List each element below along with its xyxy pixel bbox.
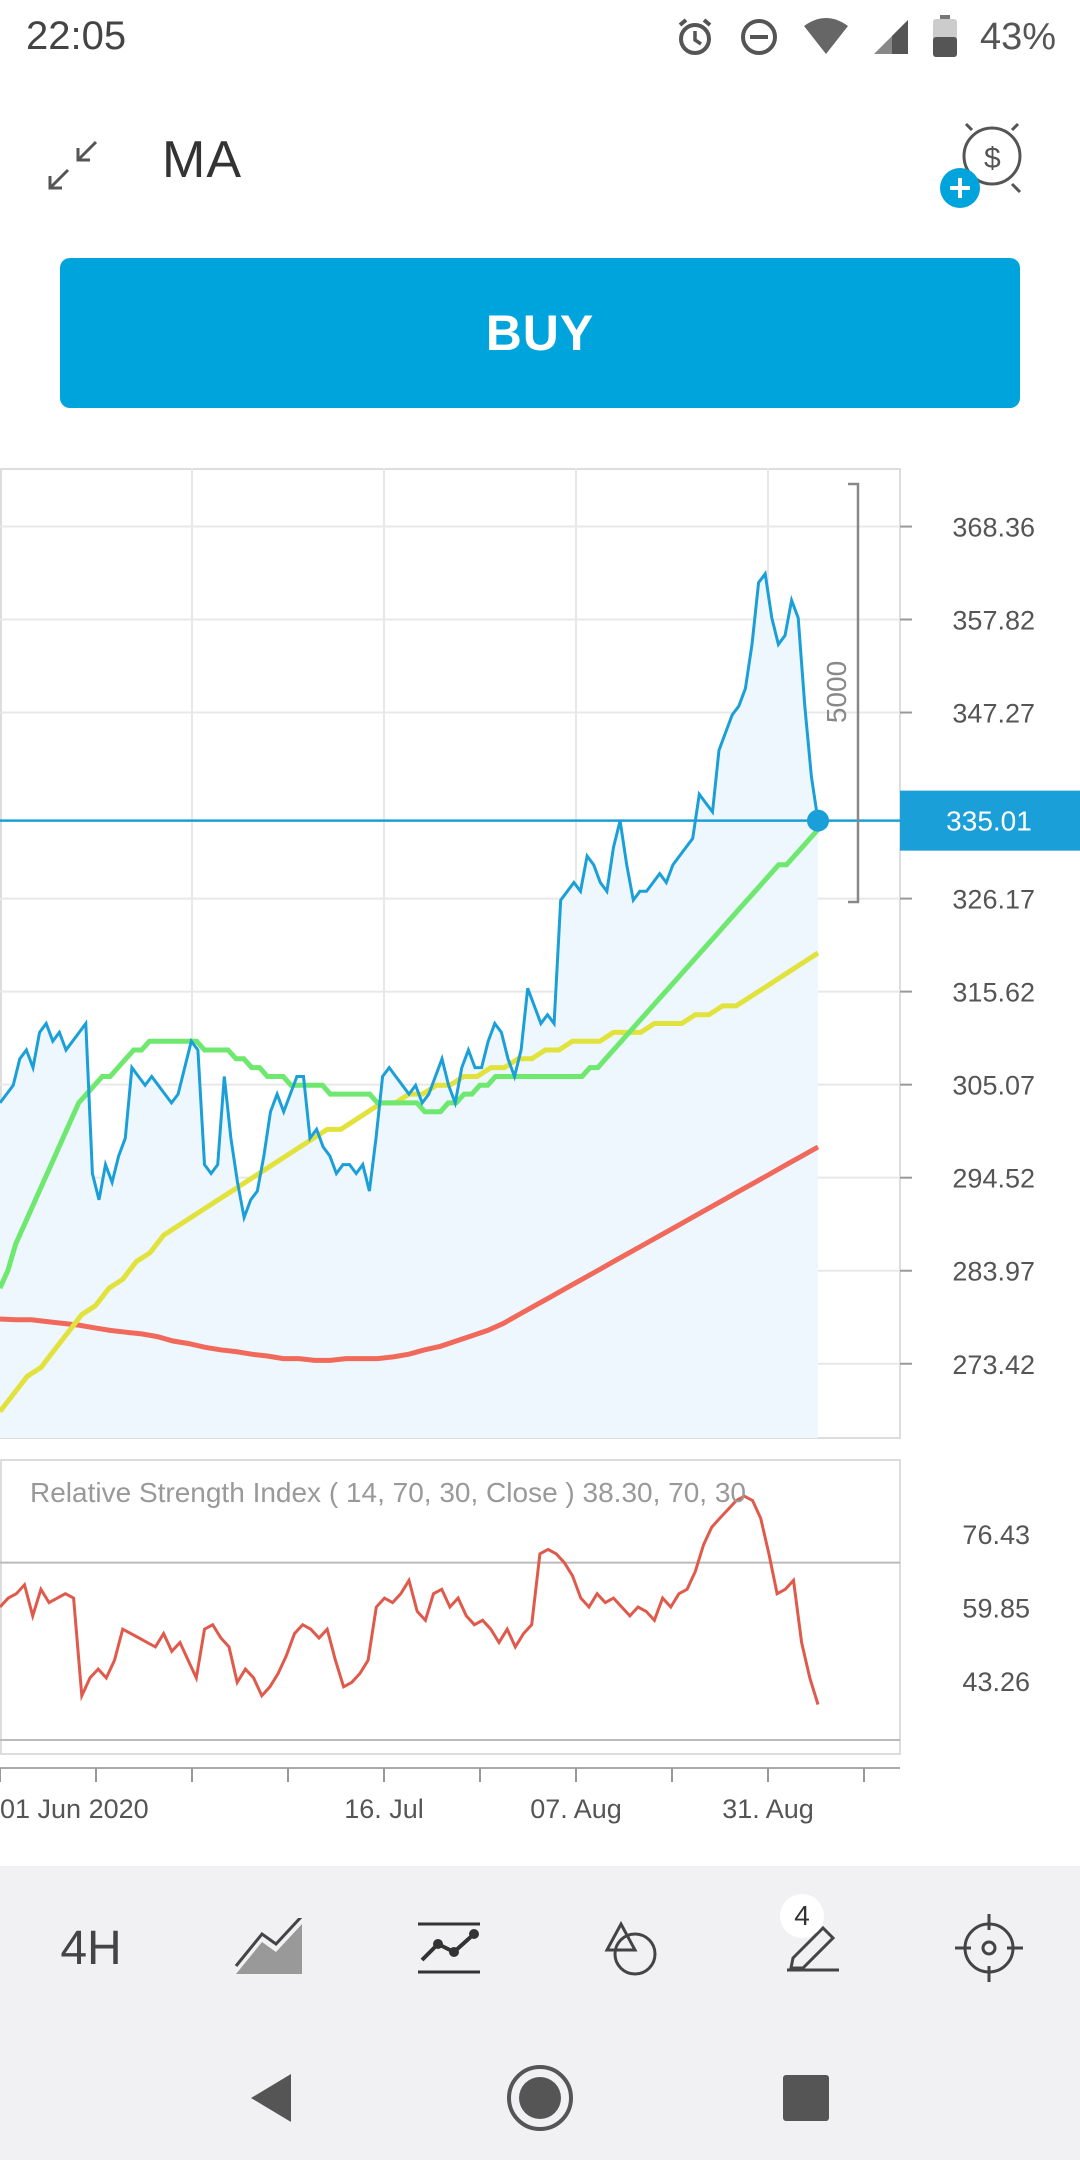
y-tick-label: 368.36: [952, 513, 1035, 543]
back-icon[interactable]: [230, 2058, 310, 2138]
cell-signal-icon: [873, 20, 908, 54]
battery-percent: 43%: [979, 15, 1056, 58]
system-nav-bar: [0, 2028, 1080, 2160]
chart-type-icon[interactable]: [224, 1906, 314, 1990]
status-bar: 22:05 43%: [0, 0, 1080, 80]
timeframe-button[interactable]: 4H: [46, 1906, 136, 1990]
buy-button[interactable]: BUY: [60, 258, 1020, 408]
chart-area[interactable]: 368.36 357.82 347.27 326.17 315.62 305.07 294.…: [0, 468, 1080, 1868]
alarm-icon: [678, 18, 712, 55]
y-tick-label: 283.97: [952, 1257, 1035, 1287]
range-label: 5000: [821, 661, 852, 723]
status-icons: 43%: [674, 12, 1056, 62]
price-area-fill: [0, 573, 818, 1438]
indicators-icon[interactable]: [404, 1906, 494, 1990]
y-tick-label: 315.62: [952, 978, 1035, 1008]
collapse-icon[interactable]: [38, 130, 108, 200]
x-tick-label: 07. Aug: [530, 1794, 622, 1824]
x-tick-label: 16. Jul: [344, 1794, 424, 1824]
y-tick-label: 347.27: [952, 699, 1035, 729]
current-price-tag: [900, 790, 1080, 851]
rsi-tick-label: 43.26: [962, 1667, 1030, 1697]
range-bracket: [848, 482, 860, 904]
y-tick-label: 294.52: [952, 1164, 1035, 1194]
status-time: 22:05: [26, 14, 127, 58]
drawing-count-badge: 4: [780, 1894, 824, 1938]
do-not-disturb-icon: [740, 19, 777, 55]
timeframe-label: 4H: [60, 1921, 122, 1975]
wifi-icon: [803, 18, 848, 54]
y-tick-label: 305.07: [952, 1071, 1035, 1101]
crosshair-icon[interactable]: [944, 1906, 1034, 1990]
home-icon[interactable]: [500, 2058, 580, 2138]
drawings-button[interactable]: 4: [766, 1894, 856, 1990]
ma-fast-line: [0, 827, 820, 1290]
current-price-dot: [807, 809, 829, 832]
pencil-icon: [787, 1925, 839, 1972]
rsi-tick-label: 76.43: [962, 1520, 1030, 1550]
shapes-icon[interactable]: [586, 1906, 676, 1990]
app-bar: MA $: [0, 100, 1080, 220]
y-tick-label: 326.17: [952, 885, 1035, 915]
ma-slow-line: [0, 1144, 820, 1363]
current-price-label: 335.01: [946, 806, 1032, 837]
rsi-title: Relative Strength Index ( 14, 70, 30, Cl…: [30, 1477, 746, 1508]
page-title: MA: [162, 131, 242, 189]
price-alert-add-icon[interactable]: $: [936, 112, 1036, 212]
x-tick-label: 31. Aug: [722, 1794, 814, 1824]
battery-icon: [932, 15, 957, 57]
x-tick-label: 01 Jun 2020: [0, 1794, 149, 1824]
chart-toolbar: 4H 4: [0, 1866, 1080, 2028]
recents-icon[interactable]: [766, 2058, 846, 2138]
rsi-line: [0, 1494, 820, 1705]
y-tick-label: 357.82: [952, 605, 1035, 635]
price-line: [0, 570, 820, 1224]
rsi-tick-label: 59.85: [962, 1594, 1030, 1624]
price-chart[interactable]: 368.36 357.82 347.27 326.17 315.62 305.07 294.…: [0, 468, 1080, 1868]
y-tick-label: 273.42: [952, 1350, 1035, 1380]
svg-text:$: $: [984, 142, 1001, 175]
